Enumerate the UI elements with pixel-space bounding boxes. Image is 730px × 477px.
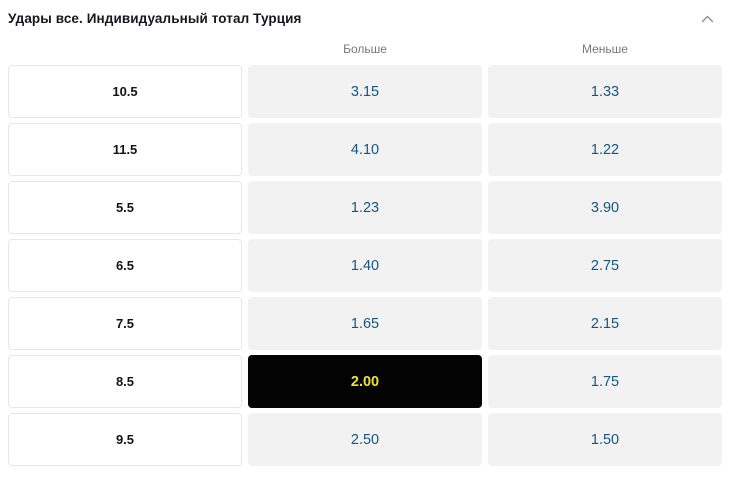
market-title: Удары все. Индивидуальный тотал Турция [8, 11, 302, 26]
table-row: 5.5 1.23 3.90 [8, 181, 722, 234]
odds-button-under[interactable]: 1.75 [488, 355, 722, 408]
odds-button-over[interactable]: 2.50 [248, 413, 482, 466]
market-header: Удары все. Индивидуальный тотал Турция [8, 0, 722, 35]
total-value: 9.5 [8, 413, 242, 466]
odds-button-over[interactable]: 3.15 [248, 65, 482, 118]
odds-button-over[interactable]: 1.65 [248, 297, 482, 350]
table-row: 8.5 2.00 1.75 [8, 355, 722, 408]
total-value: 8.5 [8, 355, 242, 408]
column-header-spacer [8, 41, 242, 57]
total-value: 7.5 [8, 297, 242, 350]
odds-button-over[interactable]: 2.00 [248, 355, 482, 408]
table-row: 10.5 3.15 1.33 [8, 65, 722, 118]
odds-button-under[interactable]: 1.22 [488, 123, 722, 176]
total-value: 11.5 [8, 123, 242, 176]
odds-button-under[interactable]: 1.33 [488, 65, 722, 118]
odds-button-under[interactable]: 2.75 [488, 239, 722, 292]
odds-button-under[interactable]: 1.50 [488, 413, 722, 466]
betting-market-panel: Удары все. Индивидуальный тотал Турция Б… [8, 0, 722, 466]
total-value: 10.5 [8, 65, 242, 118]
chevron-up-icon [701, 15, 714, 23]
odds-button-under[interactable]: 2.15 [488, 297, 722, 350]
odds-button-over[interactable]: 1.23 [248, 181, 482, 234]
table-row: 7.5 1.65 2.15 [8, 297, 722, 350]
table-row: 6.5 1.40 2.75 [8, 239, 722, 292]
odds-table: 10.5 3.15 1.33 11.5 4.10 1.22 5.5 1.23 3… [8, 65, 722, 466]
column-header-over: Больше [343, 42, 387, 56]
odds-button-under[interactable]: 3.90 [488, 181, 722, 234]
total-value: 6.5 [8, 239, 242, 292]
table-row: 9.5 2.50 1.50 [8, 413, 722, 466]
column-headers: Больше Меньше [8, 41, 722, 57]
odds-button-over[interactable]: 1.40 [248, 239, 482, 292]
table-row: 11.5 4.10 1.22 [8, 123, 722, 176]
column-header-under: Меньше [582, 42, 628, 56]
odds-button-over[interactable]: 4.10 [248, 123, 482, 176]
collapse-button[interactable] [695, 13, 720, 25]
total-value: 5.5 [8, 181, 242, 234]
